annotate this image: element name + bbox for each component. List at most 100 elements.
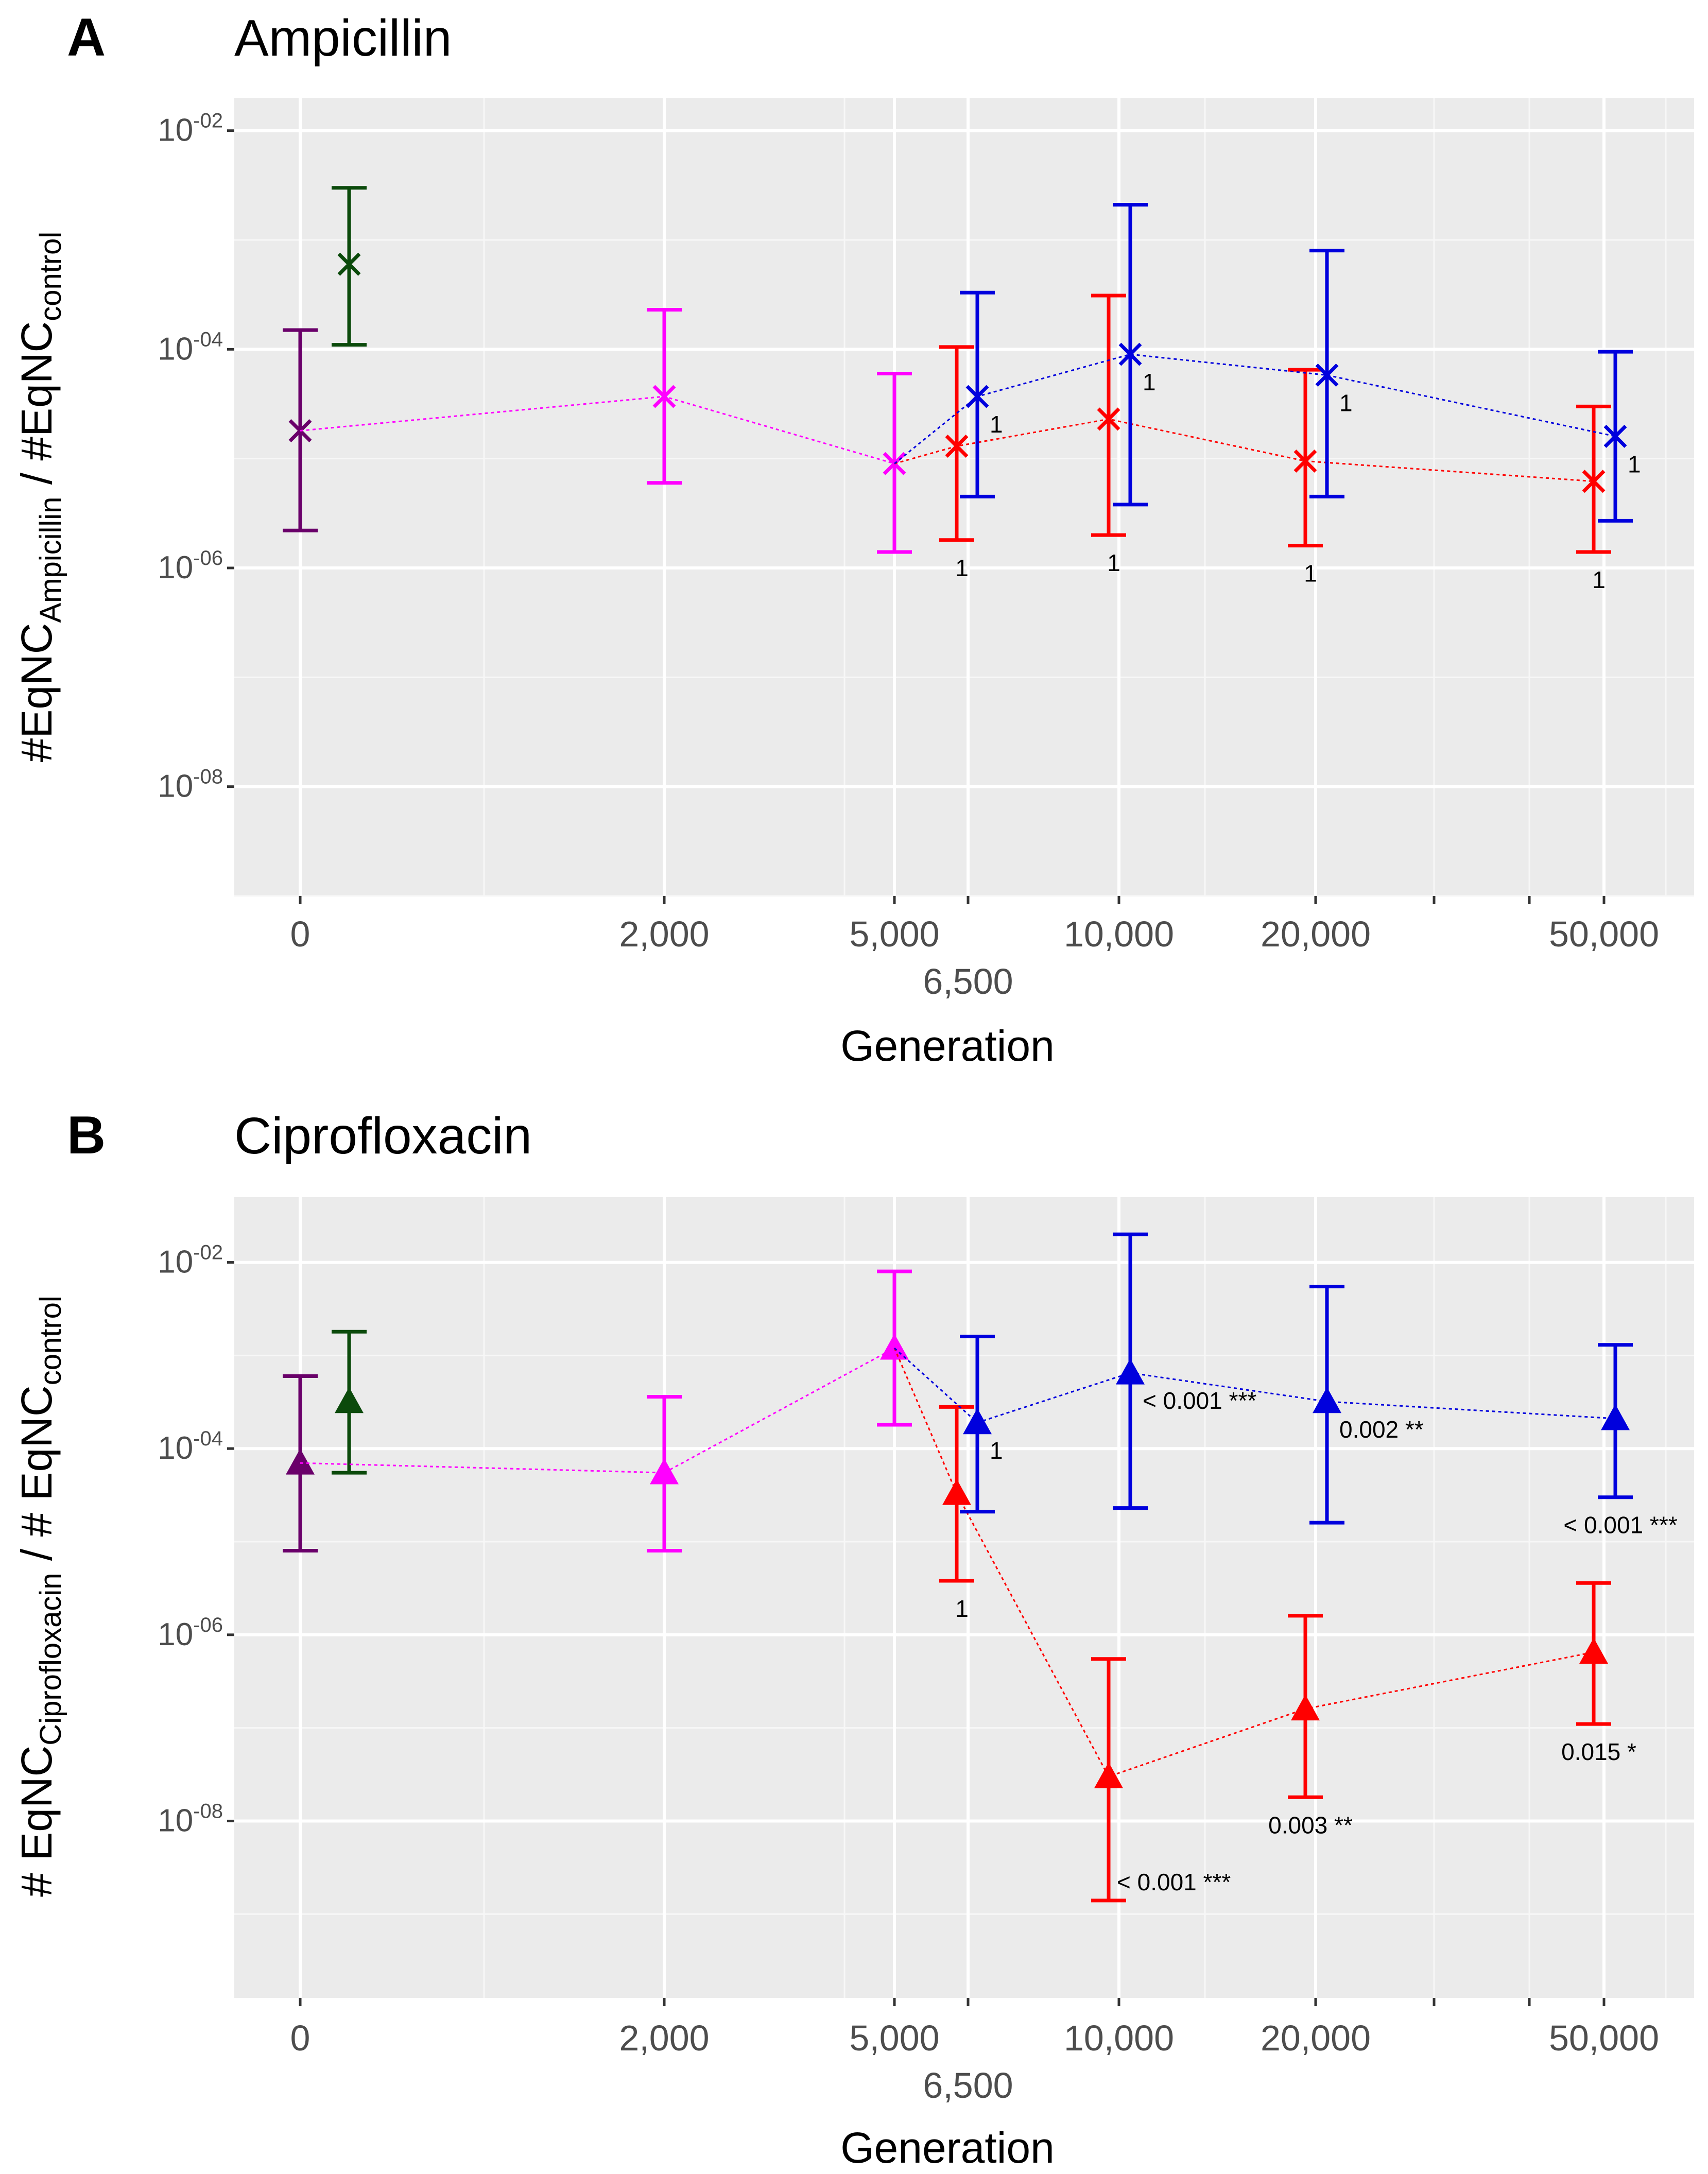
y-axis-title: # EqNCCiprofloxacin / # EqNCcontrol (12, 1296, 67, 1897)
p-value-label: < 0.001 *** (1563, 1512, 1677, 1539)
p-value-label: < 0.001 *** (1143, 1387, 1256, 1414)
x-tick-label: 10,000 (1064, 914, 1174, 954)
panel-a: A Ampicillin 10-02 10-04 10-06 10-08 0 2,000 5,0… (12, 8, 1694, 1070)
series-blue-lineage: 1 1 1 1 (894, 203, 1641, 523)
data-point: 0.002 ** (1309, 1285, 1424, 1525)
plot-background (234, 1197, 1694, 1998)
p-value-label: 1 (1592, 566, 1606, 593)
data-point: 1 (960, 1334, 1003, 1514)
panel-b: B Ciprofloxacin 10-02 10-04 10-06 10-08 0 2,000… (12, 1106, 1694, 2172)
x-marker (1603, 424, 1627, 448)
triangle-marker (1313, 1387, 1341, 1413)
triangle-marker (1291, 1694, 1320, 1721)
triangle-marker (335, 1387, 364, 1413)
series-early-lineage (300, 1269, 912, 1553)
data-point: 1 (1091, 294, 1126, 576)
triangle-marker (942, 1479, 971, 1505)
x-marker (1118, 342, 1142, 366)
p-value-label: 1 (990, 411, 1003, 438)
series-early-lineage (300, 308, 912, 554)
data-point: 1 (960, 290, 1003, 498)
x-tick-label: 50,000 (1549, 914, 1659, 954)
panel-title: Ampicillin (234, 9, 452, 67)
y-tick-label: 10-02 (158, 110, 223, 148)
p-value-label: < 0.001 *** (1117, 1869, 1231, 1895)
triangle-marker (1579, 1637, 1608, 1664)
x-tick-label: 20,000 (1261, 2018, 1371, 2058)
data-point: 0.003 ** (1268, 1614, 1353, 1838)
x-marker (945, 435, 969, 458)
triangle-marker (286, 1448, 315, 1475)
p-value-label: 1 (955, 1595, 969, 1622)
triangle-marker (1094, 1762, 1123, 1788)
p-value-label: 0.002 ** (1339, 1416, 1424, 1443)
data-point: 1 (939, 345, 974, 581)
y-tick-label: 10-04 (158, 328, 223, 367)
data-point (332, 186, 367, 347)
series-connector (300, 1347, 895, 1474)
data-point: 1 (1113, 203, 1156, 507)
series-red-lineage: 1 < 0.001 *** 0.003 ** 0.015 * (893, 1348, 1636, 1903)
x-tick-label: 0 (290, 2018, 310, 2058)
panel-letter: A (67, 8, 106, 67)
panel-letter: B (67, 1106, 106, 1165)
data-point: < 0.001 *** (1563, 1343, 1678, 1539)
x-marker (337, 252, 361, 276)
y-tick-label: 10-06 (158, 547, 223, 585)
p-value-label: 1 (1107, 549, 1120, 576)
x-marker (1315, 364, 1339, 387)
y-tick-label: 10-08 (158, 766, 223, 804)
x-tick-label: 5,000 (849, 2018, 939, 2058)
x-tick-label: 0 (290, 914, 310, 954)
series-ancestor-variant (332, 1330, 367, 1475)
x-marker (1582, 470, 1606, 493)
x-tick-label: 2,000 (619, 914, 709, 954)
data-point: 1 (1598, 350, 1641, 523)
y-tick-label: 10-04 (158, 1427, 223, 1466)
x-tick-label: 5,000 (849, 914, 939, 954)
triangle-marker (650, 1458, 679, 1485)
y-axis-title: #EqNCAmpicillin / #EqNCcontrol (12, 232, 67, 763)
series-blue-lineage: 1 < 0.001 *** 0.002 ** < 0.001 *** (893, 1232, 1678, 1539)
x-axis-title: Generation (840, 2124, 1055, 2172)
x-marker (1293, 449, 1317, 473)
data-point (332, 1330, 367, 1475)
triangle-marker (1601, 1404, 1630, 1430)
y-tick-label: 10-06 (158, 1614, 223, 1652)
x-marker (883, 452, 906, 475)
x-tick-label: 6,500 (923, 961, 1013, 1002)
x-marker (1097, 407, 1120, 431)
series-ancestor-variant (332, 186, 367, 347)
p-value-label: 0.003 ** (1268, 1811, 1353, 1838)
p-value-label: 1 (1304, 560, 1317, 587)
data-point (647, 1395, 682, 1553)
triangle-marker (963, 1408, 992, 1435)
x-tick-label: 2,000 (619, 2018, 709, 2058)
p-value-label: 1 (1143, 369, 1156, 395)
x-tick-label: 50,000 (1549, 2018, 1659, 2058)
data-point: 0.015 * (1561, 1581, 1636, 1765)
series-connector (893, 1348, 1594, 1778)
data-point: 1 (1576, 404, 1611, 593)
panel-title: Ciprofloxacin (234, 1107, 532, 1165)
data-point: 1 (1288, 368, 1323, 587)
p-value-label: 0.015 * (1561, 1738, 1636, 1765)
triangle-marker (880, 1334, 909, 1360)
data-point: 1 (1309, 249, 1353, 498)
triangle-marker (1116, 1358, 1145, 1385)
p-value-label: 1 (990, 1437, 1003, 1464)
y-tick-label: 10-02 (158, 1241, 223, 1280)
series-red-lineage: 1 1 1 1 (894, 294, 1611, 593)
x-marker (652, 385, 676, 408)
p-value-label: 1 (1628, 451, 1641, 477)
data-point (647, 308, 682, 485)
x-axis-title: Generation (840, 1022, 1055, 1070)
x-tick-label: 10,000 (1064, 2018, 1174, 2058)
p-value-label: 1 (1339, 390, 1353, 417)
data-point: < 0.001 *** (1091, 1657, 1231, 1903)
p-value-label: 1 (955, 555, 969, 581)
x-tick-label: 20,000 (1261, 914, 1371, 954)
x-marker (965, 385, 989, 408)
y-tick-label: 10-08 (158, 1800, 223, 1838)
